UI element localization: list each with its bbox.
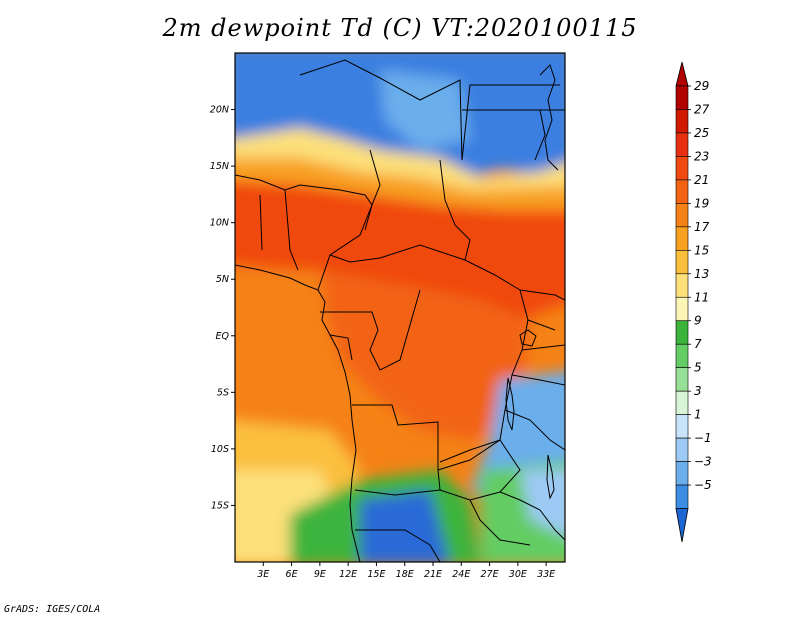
colorbar-label: 7	[694, 337, 702, 351]
lon-label: 9E	[314, 569, 326, 580]
colorbar-swatch	[675, 390, 689, 415]
lat-label: 5S	[217, 387, 229, 398]
lon-label: 30E	[509, 569, 527, 580]
lon-label: 21E	[424, 569, 442, 580]
colorbar-swatch	[675, 85, 689, 110]
colorbar-label: 19	[694, 196, 709, 210]
border-car	[329, 244, 521, 291]
lat-label: 20N	[210, 105, 229, 116]
latitude-axis: 20N 15N 10N 5N EQ 5S 10S 15S	[210, 105, 235, 511]
lat-label: 15N	[210, 161, 229, 172]
colorbar-arrow-top	[675, 61, 689, 87]
colorbar-swatch	[675, 414, 689, 439]
border-mozambique	[469, 491, 565, 546]
colorbar-swatch	[675, 226, 689, 251]
lon-label: 3E	[257, 569, 269, 580]
colorbar: 29 27 25 23 21 19 17 15 13 11 9 7 5 3 1 −1 −3 −5	[675, 61, 712, 543]
lon-label: 27E	[481, 569, 499, 580]
border-gabon-cameroon	[320, 311, 353, 361]
colorbar-label: 3	[694, 384, 702, 398]
border-sahara-libya	[461, 84, 560, 161]
colorbar-label: 15	[694, 243, 709, 257]
colorbar-label: 25	[694, 126, 709, 140]
border-east-africa	[504, 289, 565, 451]
colorbar-swatch	[675, 437, 689, 462]
region-sahel-warm	[235, 158, 565, 210]
colorbar-swatch	[675, 343, 689, 368]
colorbar-swatch	[675, 203, 689, 228]
map-title: 2m dewpoint Td (C) VT:2020100115	[162, 14, 638, 42]
colorbar-swatch	[675, 250, 689, 275]
colorbar-label: −5	[694, 478, 712, 492]
lon-label: 18E	[396, 569, 414, 580]
colorbar-swatch	[675, 273, 689, 298]
region-atlantic-equatorial	[235, 265, 380, 470]
colorbar-label: 13	[694, 267, 709, 281]
lat-label: EQ	[216, 331, 230, 342]
longitude-axis: 3E 6E 9E 12E 15E 18E 21E 24E 27E 30E 33E	[257, 562, 555, 580]
colorbar-label: 1	[694, 408, 702, 422]
lat-label: 5N	[216, 274, 229, 285]
lon-label: 24E	[452, 569, 470, 580]
border-namibia	[355, 529, 441, 562]
colorbar-label: 11	[694, 290, 709, 304]
border-angola	[352, 404, 441, 496]
colorbar-swatch	[675, 367, 689, 392]
border-drc-east	[439, 289, 529, 463]
colorbar-swatch	[675, 132, 689, 157]
colorbar-arrow-bottom	[675, 508, 689, 543]
border-west-africa	[235, 174, 301, 271]
region-central-africa-humid	[235, 180, 565, 320]
colorbar-swatch	[675, 156, 689, 181]
lake-victoria	[519, 329, 537, 347]
colorbar-swatch	[675, 296, 689, 322]
border-sahara-niger	[299, 59, 463, 161]
colorbar-label: 17	[694, 220, 710, 234]
lat-label: 15S	[211, 500, 229, 511]
borders	[235, 59, 565, 562]
colorbar-swatch	[675, 484, 689, 509]
lat-label: 10S	[211, 444, 229, 455]
colorbar-swatch	[675, 461, 689, 486]
credit-text: GrADS: IGES/COLA	[4, 604, 101, 615]
border-chad-sudan	[439, 159, 471, 261]
colorbar-label: −1	[694, 431, 712, 445]
colorbar-label: 27	[694, 102, 710, 116]
colorbar-label: 9	[694, 314, 702, 328]
colorbar-label: 21	[694, 173, 709, 187]
colorbar-swatch	[675, 179, 689, 204]
region-kalahari-dry	[360, 490, 450, 562]
colorbar-swatch	[675, 320, 689, 345]
lon-label: 6E	[286, 569, 298, 580]
border-sudan-egypt	[462, 109, 565, 161]
lake-tanganyika	[505, 377, 515, 431]
colorbar-label: −3	[694, 455, 712, 469]
border-niger-chad	[364, 149, 381, 231]
colorbar-label: 5	[694, 361, 702, 375]
lon-label: 15E	[367, 569, 385, 580]
lon-label: 12E	[339, 569, 357, 580]
lake-malawi	[546, 454, 555, 500]
map-frame	[234, 52, 566, 563]
coastline-gulf-of-guinea	[235, 264, 361, 562]
colorbar-label: 29	[694, 79, 709, 93]
region-sahel-transition	[235, 128, 565, 192]
colorbar-label: 23	[694, 149, 709, 163]
border-congo-drc	[345, 289, 421, 371]
red-sea-coast	[539, 64, 559, 171]
colorbar-swatch	[675, 109, 689, 134]
lon-label: 33E	[537, 569, 555, 580]
lat-label: 10N	[210, 218, 229, 229]
dewpoint-field	[235, 53, 565, 562]
